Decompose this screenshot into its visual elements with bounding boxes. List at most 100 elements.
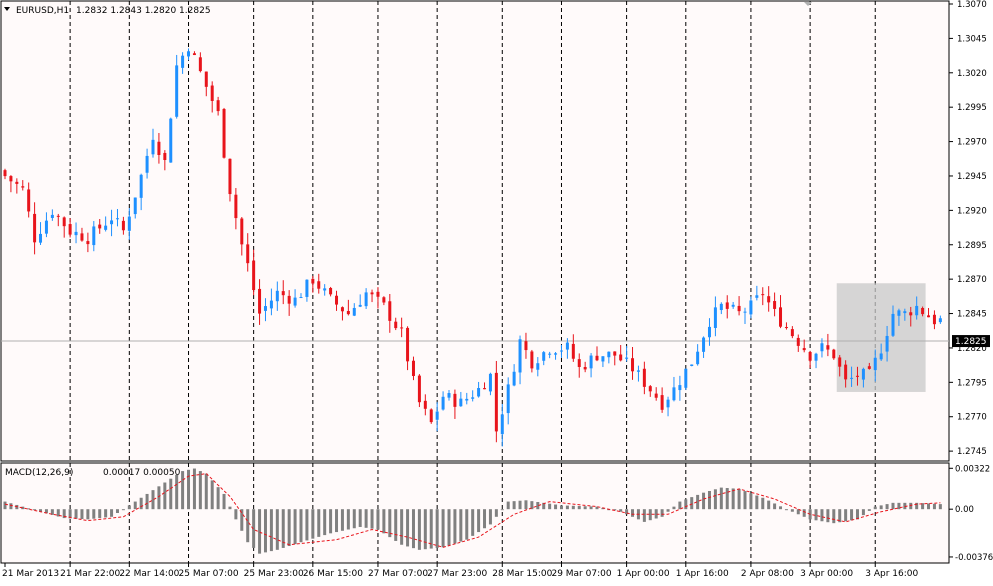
macd-bar — [796, 509, 800, 515]
price-tick-label: 1.3045 — [957, 34, 987, 44]
macd-bar — [838, 509, 842, 523]
macd-bar — [844, 509, 848, 522]
candle-body — [311, 278, 315, 284]
macd-bar — [216, 487, 220, 510]
candle-body — [364, 292, 368, 307]
candle-body — [506, 384, 510, 414]
chart-symbol-title: EURUSD,H1 — [16, 6, 69, 16]
macd-bar — [311, 509, 315, 539]
macd-bar — [287, 509, 291, 547]
candle-body — [690, 364, 694, 367]
candle-body — [299, 297, 303, 299]
macd-bar — [867, 509, 871, 511]
time-tick-label: 22 Mar 14:00 — [119, 569, 179, 579]
macd-bar — [92, 509, 96, 519]
macd-bar — [465, 509, 469, 540]
candle-body — [281, 291, 285, 296]
macd-bar — [731, 488, 735, 510]
candle-body — [873, 357, 877, 371]
macd-bar — [559, 505, 563, 510]
candle-body — [429, 409, 433, 423]
candle-body — [867, 366, 871, 369]
candle-body — [636, 370, 640, 372]
scroll-shift-marker-icon[interactable] — [804, 2, 812, 6]
macd-bar — [246, 509, 250, 543]
macd-bar — [814, 509, 818, 521]
candle-body — [672, 387, 676, 401]
macd-bar — [820, 509, 824, 522]
candle-body — [773, 301, 777, 309]
macd-bar — [169, 478, 173, 510]
time-tick-label: 25 Mar 07:00 — [179, 569, 239, 579]
macd-bar — [435, 509, 439, 548]
candle-body — [110, 220, 114, 225]
macd-tick-label: 0.00322 — [955, 464, 990, 474]
macd-bar — [518, 500, 522, 510]
macd-bar — [163, 482, 167, 510]
price-tick-label: 1.2820 — [957, 344, 987, 354]
candle-body — [666, 399, 670, 408]
price-tick-label: 1.2870 — [957, 275, 987, 285]
macd-bar — [784, 509, 788, 511]
candle-body — [879, 353, 883, 360]
time-tick-label: 3 Apr 16:00 — [865, 569, 918, 579]
candle-body — [104, 225, 108, 230]
macd-bar — [329, 509, 333, 534]
candle-body — [707, 326, 711, 338]
macd-bar — [139, 497, 143, 510]
candle-body — [317, 281, 321, 289]
candle-body — [915, 305, 919, 316]
highlight-rectangle[interactable] — [836, 283, 926, 392]
chart-menu-triangle-icon[interactable] — [4, 7, 10, 11]
candle-body — [536, 363, 540, 370]
price-tag-box — [952, 335, 990, 348]
price-tick-label: 1.2895 — [957, 241, 987, 251]
macd-bar — [394, 509, 398, 541]
price-tick-label: 1.2845 — [957, 310, 987, 320]
candle-body — [589, 355, 593, 369]
price-tick-label: 1.3020 — [957, 69, 987, 79]
macd-bar — [832, 509, 836, 524]
macd-bar — [151, 490, 155, 510]
macd-bar — [471, 509, 475, 536]
macd-bar — [234, 509, 238, 520]
macd-bar — [68, 509, 72, 519]
candle-body — [755, 295, 759, 298]
macd-bar — [157, 486, 161, 510]
candle-body — [435, 411, 439, 420]
candle-body — [441, 396, 445, 410]
candle-body — [210, 85, 214, 101]
macd-signal-line — [4, 473, 941, 548]
macd-bar — [897, 502, 901, 510]
time-axis[interactable]: 21 Mar 2013 21 Mar 22:00 22 Mar 14:00 25 Ma… — [2, 563, 918, 579]
candle-body — [169, 118, 173, 163]
candle-body — [423, 400, 427, 409]
candle-body — [305, 279, 309, 297]
macd-bar — [932, 503, 936, 510]
candle-body — [471, 397, 475, 399]
macd-bar — [749, 493, 753, 510]
candle-body — [275, 290, 279, 302]
candle-body — [921, 307, 925, 315]
candle-body — [44, 220, 48, 234]
macd-bar — [429, 509, 433, 549]
macd-bar — [39, 509, 43, 512]
macd-axis[interactable]: 0.00322 0.00 -0.00376 — [949, 464, 993, 563]
time-tick-label: 27 Mar 23:00 — [427, 569, 487, 579]
macd-bar — [755, 495, 759, 510]
candle-body — [737, 305, 741, 312]
candle-body — [808, 352, 812, 361]
candle-body — [554, 353, 558, 355]
macd-bar — [642, 509, 646, 522]
candle-body — [702, 337, 706, 352]
macd-bar — [370, 509, 374, 529]
price-axis[interactable]: 1.3070 1.3045 1.3020 1.2995 1.2970 1.2945 1.29… — [949, 0, 987, 457]
candle-body — [861, 368, 865, 380]
candle-body — [903, 311, 907, 314]
macd-bar — [477, 509, 481, 533]
candle-body — [417, 375, 421, 403]
time-tick-label: 25 Mar 23:00 — [244, 569, 304, 579]
macd-bar — [554, 504, 558, 510]
